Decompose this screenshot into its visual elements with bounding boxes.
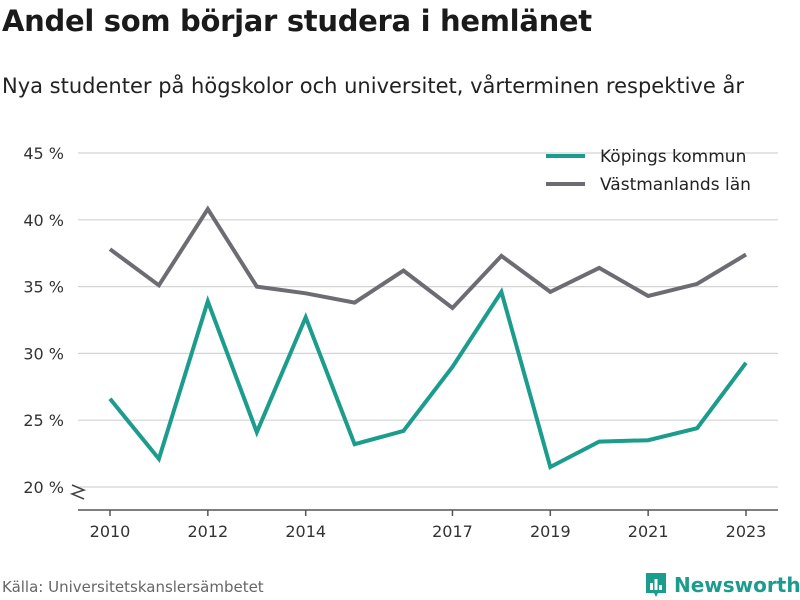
x-axis: 2010 2012 2014 2017 2019 2021 2023 [78,509,778,541]
x-tick-label: 2023 [726,522,767,541]
y-tick-label: 40 % [23,211,64,230]
series-lines [108,205,748,470]
x-tick-label: 2012 [187,522,228,541]
x-tick-label: 2019 [530,522,571,541]
brand-logo: Newsworthy [644,570,800,600]
source-note: Källa: Universitetskanslersämbetet [2,578,264,596]
y-tick-label: 30 % [23,344,64,363]
series-line-1 [108,205,748,311]
y-tick-label: 20 % [23,478,64,497]
series-line-0 [108,287,748,470]
x-tick-label: 2017 [432,522,473,541]
legend-label: Köpings kommun [600,147,746,167]
axis-break-mark [69,484,87,500]
legend: Köpings kommun Västmanlands län [546,147,751,195]
x-tick-label: 2014 [285,522,326,541]
x-tick-label: 2021 [628,522,669,541]
x-tick-label: 2010 [90,522,131,541]
y-tick-label: 35 % [23,278,64,297]
y-tick-label: 45 % [23,144,64,163]
line-chart: 20 %25 %30 %35 %40 %45 % 2010 2012 2014 201… [23,144,778,541]
bar-chart-icon [646,573,666,597]
chart-subtitle: Nya studenter på högskolor och universit… [2,74,744,98]
gridlines [78,152,778,488]
legend-label: Västmanlands län [600,175,751,195]
y-tick-label: 25 % [23,411,64,430]
y-axis-ticks: 20 % 25 % 30 % 35 % 40 % 45 % [23,144,87,500]
chart-title: Andel som börjar studera i hemlänet [2,4,592,38]
brand-name: Newsworthy [674,573,800,597]
